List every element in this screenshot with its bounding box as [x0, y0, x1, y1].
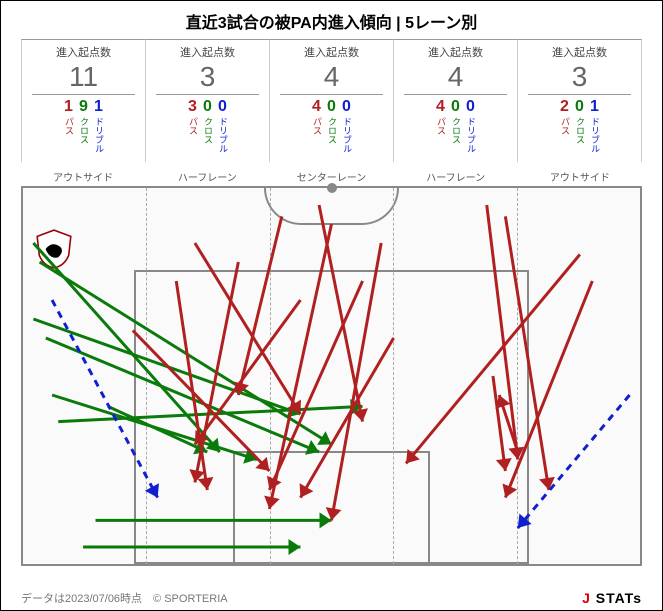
lane-divider [393, 188, 394, 564]
lane-total: 4 [280, 60, 383, 95]
lane-label: 進入起点数 [522, 44, 637, 60]
lane-col-4: 進入起点数3 2パス0クロス1ドリブル [518, 39, 642, 162]
lane-col-3: 進入起点数4 4パス0クロス0ドリブル [394, 39, 518, 162]
pitch-center-dot [327, 183, 337, 193]
lane-breakdown: 4パス0クロス0ドリブル [274, 99, 389, 156]
lane-col-2: 進入起点数4 4パス0クロス0ドリブル [270, 39, 394, 162]
jstats-logo: J STATs [582, 590, 642, 606]
team-logo [33, 228, 75, 270]
lane-breakdown: 2パス0クロス1ドリブル [522, 99, 637, 156]
chart-title: 直近3試合の被PA内進入傾向 | 5レーン別 [1, 1, 662, 39]
jstats-j: J [582, 590, 591, 606]
pitch-arc [264, 188, 400, 226]
footer-text: データは2023/07/06時点 © SPORTERIA [21, 590, 228, 606]
lane-col-0: 進入起点数11 1パス9クロス1ドリブル [21, 39, 146, 162]
lane-breakdown: 3パス0クロス0ドリブル [150, 99, 265, 156]
lane-divider [517, 188, 518, 564]
lane-breakdown: 4パス0クロス0ドリブル [398, 99, 513, 156]
lane-total: 4 [404, 60, 507, 95]
lane-total: 11 [32, 60, 135, 95]
pitch-wrap: アウトサイドハーフレーンセンターレーンハーフレーンアウトサイド [21, 166, 642, 566]
lane-total: 3 [156, 60, 259, 95]
pitch [21, 186, 642, 566]
lane-label: 進入起点数 [398, 44, 513, 60]
lane-label: 進入起点数 [26, 44, 141, 60]
lane-total: 3 [528, 60, 631, 95]
lane-divider [270, 188, 271, 564]
lane-label: 進入起点数 [274, 44, 389, 60]
lanes-header: 進入起点数111パス9クロス1ドリブル進入起点数33パス0クロス0ドリブル進入起… [1, 39, 662, 162]
jstats-rest: STATs [591, 590, 642, 606]
lane-breakdown: 1パス9クロス1ドリブル [26, 99, 141, 156]
lane-col-1: 進入起点数3 3パス0クロス0ドリブル [146, 39, 270, 162]
lane-label: 進入起点数 [150, 44, 265, 60]
lane-divider [146, 188, 147, 564]
footer: データは2023/07/06時点 © SPORTERIA J STATs [1, 590, 662, 606]
goal-area [233, 451, 430, 564]
chart-container: 直近3試合の被PA内進入傾向 | 5レーン別 進入起点数111パス9クロス1ドリ… [0, 0, 663, 611]
